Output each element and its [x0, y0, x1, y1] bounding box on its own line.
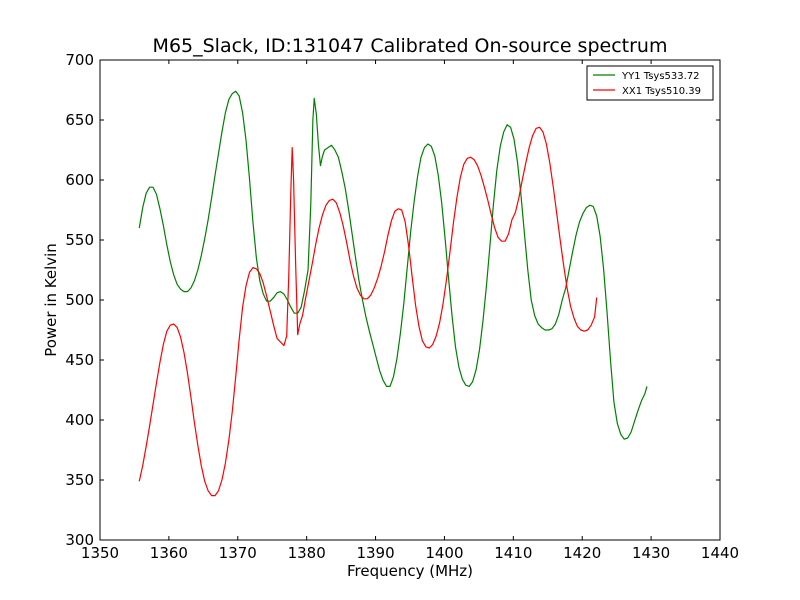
x-tick-label: 1370 — [219, 544, 257, 562]
x-tick-label: 1380 — [288, 544, 326, 562]
y-tick-label: 300 — [65, 531, 94, 549]
plot-frame — [99, 59, 721, 541]
x-tick-label: 1430 — [632, 544, 670, 562]
y-tick-label: 350 — [65, 471, 94, 489]
x-tick-label: 1400 — [425, 544, 463, 562]
chart-title: M65_Slack, ID:131047 Calibrated On-sourc… — [153, 35, 668, 57]
x-tick-label: 1350 — [81, 544, 119, 562]
y-tick-label: 450 — [65, 351, 94, 369]
y-tick-label: 700 — [65, 51, 94, 69]
y-tick-label: 650 — [65, 111, 94, 129]
y-tick-label: 550 — [65, 231, 94, 249]
y-axis-label: Power in Kelvin — [42, 243, 60, 357]
legend-label: YY1 Tsys533.72 — [621, 71, 700, 82]
y-tick-label: 600 — [65, 171, 94, 189]
y-tick-label: 400 — [65, 411, 94, 429]
legend-frame — [586, 65, 714, 101]
x-axis-label: Frequency (MHz) — [347, 562, 473, 580]
series-line-xx1 — [138, 126, 598, 497]
plot-area — [100, 60, 720, 540]
series-layer — [138, 90, 648, 497]
x-tick-label: 1420 — [563, 544, 601, 562]
series-line-yy1 — [138, 90, 648, 440]
x-tick-label: 1410 — [494, 544, 532, 562]
legend-label: XX1 Tsys510.39 — [622, 86, 701, 97]
legend: YY1 Tsys533.72 XX1 Tsys510.39 — [586, 65, 714, 101]
x-tick-label: 1390 — [356, 544, 394, 562]
ticks-layer: 1350 1360 1370 1380 1390 1400 1410 1420 1430 1440… — [65, 51, 739, 562]
x-tick-label: 1360 — [150, 544, 188, 562]
y-tick-label: 500 — [65, 291, 94, 309]
x-tick-label: 1440 — [701, 544, 739, 562]
